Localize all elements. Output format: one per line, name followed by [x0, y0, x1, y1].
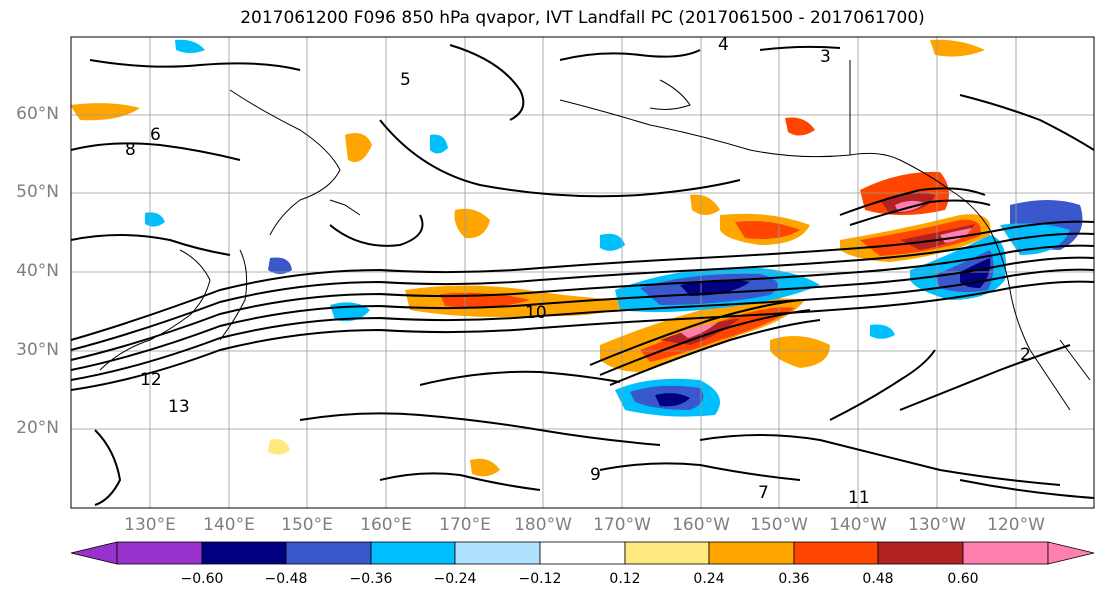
- lon-label: 180°W: [514, 515, 572, 535]
- colorbar-tick-label: 0.48: [862, 571, 894, 587]
- lon-label: 170°E: [439, 515, 491, 535]
- ivt-contours: [70, 44, 1095, 506]
- lon-label: 140°W: [829, 515, 887, 535]
- colorbar-tick-label: 0.36: [778, 571, 810, 587]
- contour-label: 9: [590, 465, 601, 485]
- colorbar-tick-label: −0.24: [433, 571, 477, 587]
- contour-label: 2: [1020, 345, 1031, 365]
- contour-label: 12: [140, 370, 162, 390]
- colorbar-tick-label: −0.36: [349, 571, 393, 587]
- contour-label: 4: [718, 35, 729, 55]
- contour-label: 6: [150, 125, 161, 145]
- contour-label: 8: [125, 140, 136, 160]
- contour-label: 7: [758, 483, 769, 503]
- lon-label: 160°E: [360, 515, 412, 535]
- map-title: 2017061200 F096 850 hPa qvapor, IVT Land…: [240, 8, 925, 28]
- coastlines: [99, 60, 1091, 411]
- colorbar: [70, 541, 1095, 565]
- lon-label: 150°W: [750, 515, 808, 535]
- contour-label: 10: [525, 303, 547, 323]
- colorbar-tick-label: 0.60: [947, 571, 979, 587]
- colorbar-extend-low: [70, 541, 118, 565]
- lon-label: 130°E: [124, 515, 176, 535]
- lon-label: 140°E: [203, 515, 255, 535]
- colorbar-tick-label: −0.60: [180, 571, 224, 587]
- contour-label: 3: [820, 47, 831, 67]
- contour-label: 13: [168, 397, 190, 417]
- colorbar-tick-label: −0.12: [518, 571, 562, 587]
- lon-label: 170°W: [593, 515, 651, 535]
- contour-label: 5: [400, 70, 411, 90]
- contour-label: 11: [848, 488, 870, 508]
- lat-label: 40°N: [16, 261, 59, 281]
- colorbar-tick-label: 0.24: [693, 571, 725, 587]
- colorbar-tick-label: 0.12: [609, 571, 641, 587]
- colorbar-extend-high: [1047, 541, 1095, 565]
- lon-label: 120°W: [987, 515, 1045, 535]
- lat-label: 60°N: [16, 104, 59, 124]
- anomaly-shading: [70, 39, 1083, 477]
- map-frame: [70, 36, 1095, 509]
- lat-label: 50°N: [16, 182, 59, 202]
- colorbar-tick-label: −0.48: [264, 571, 308, 587]
- lon-label: 160°W: [672, 515, 730, 535]
- lat-label: 30°N: [16, 340, 59, 360]
- lat-label: 20°N: [16, 418, 59, 438]
- contour-labels: 3 4 5 6 8 10 12 13 9 7 2 11: [125, 35, 1031, 508]
- lon-label: 150°E: [281, 515, 333, 535]
- lon-label: 130°W: [908, 515, 966, 535]
